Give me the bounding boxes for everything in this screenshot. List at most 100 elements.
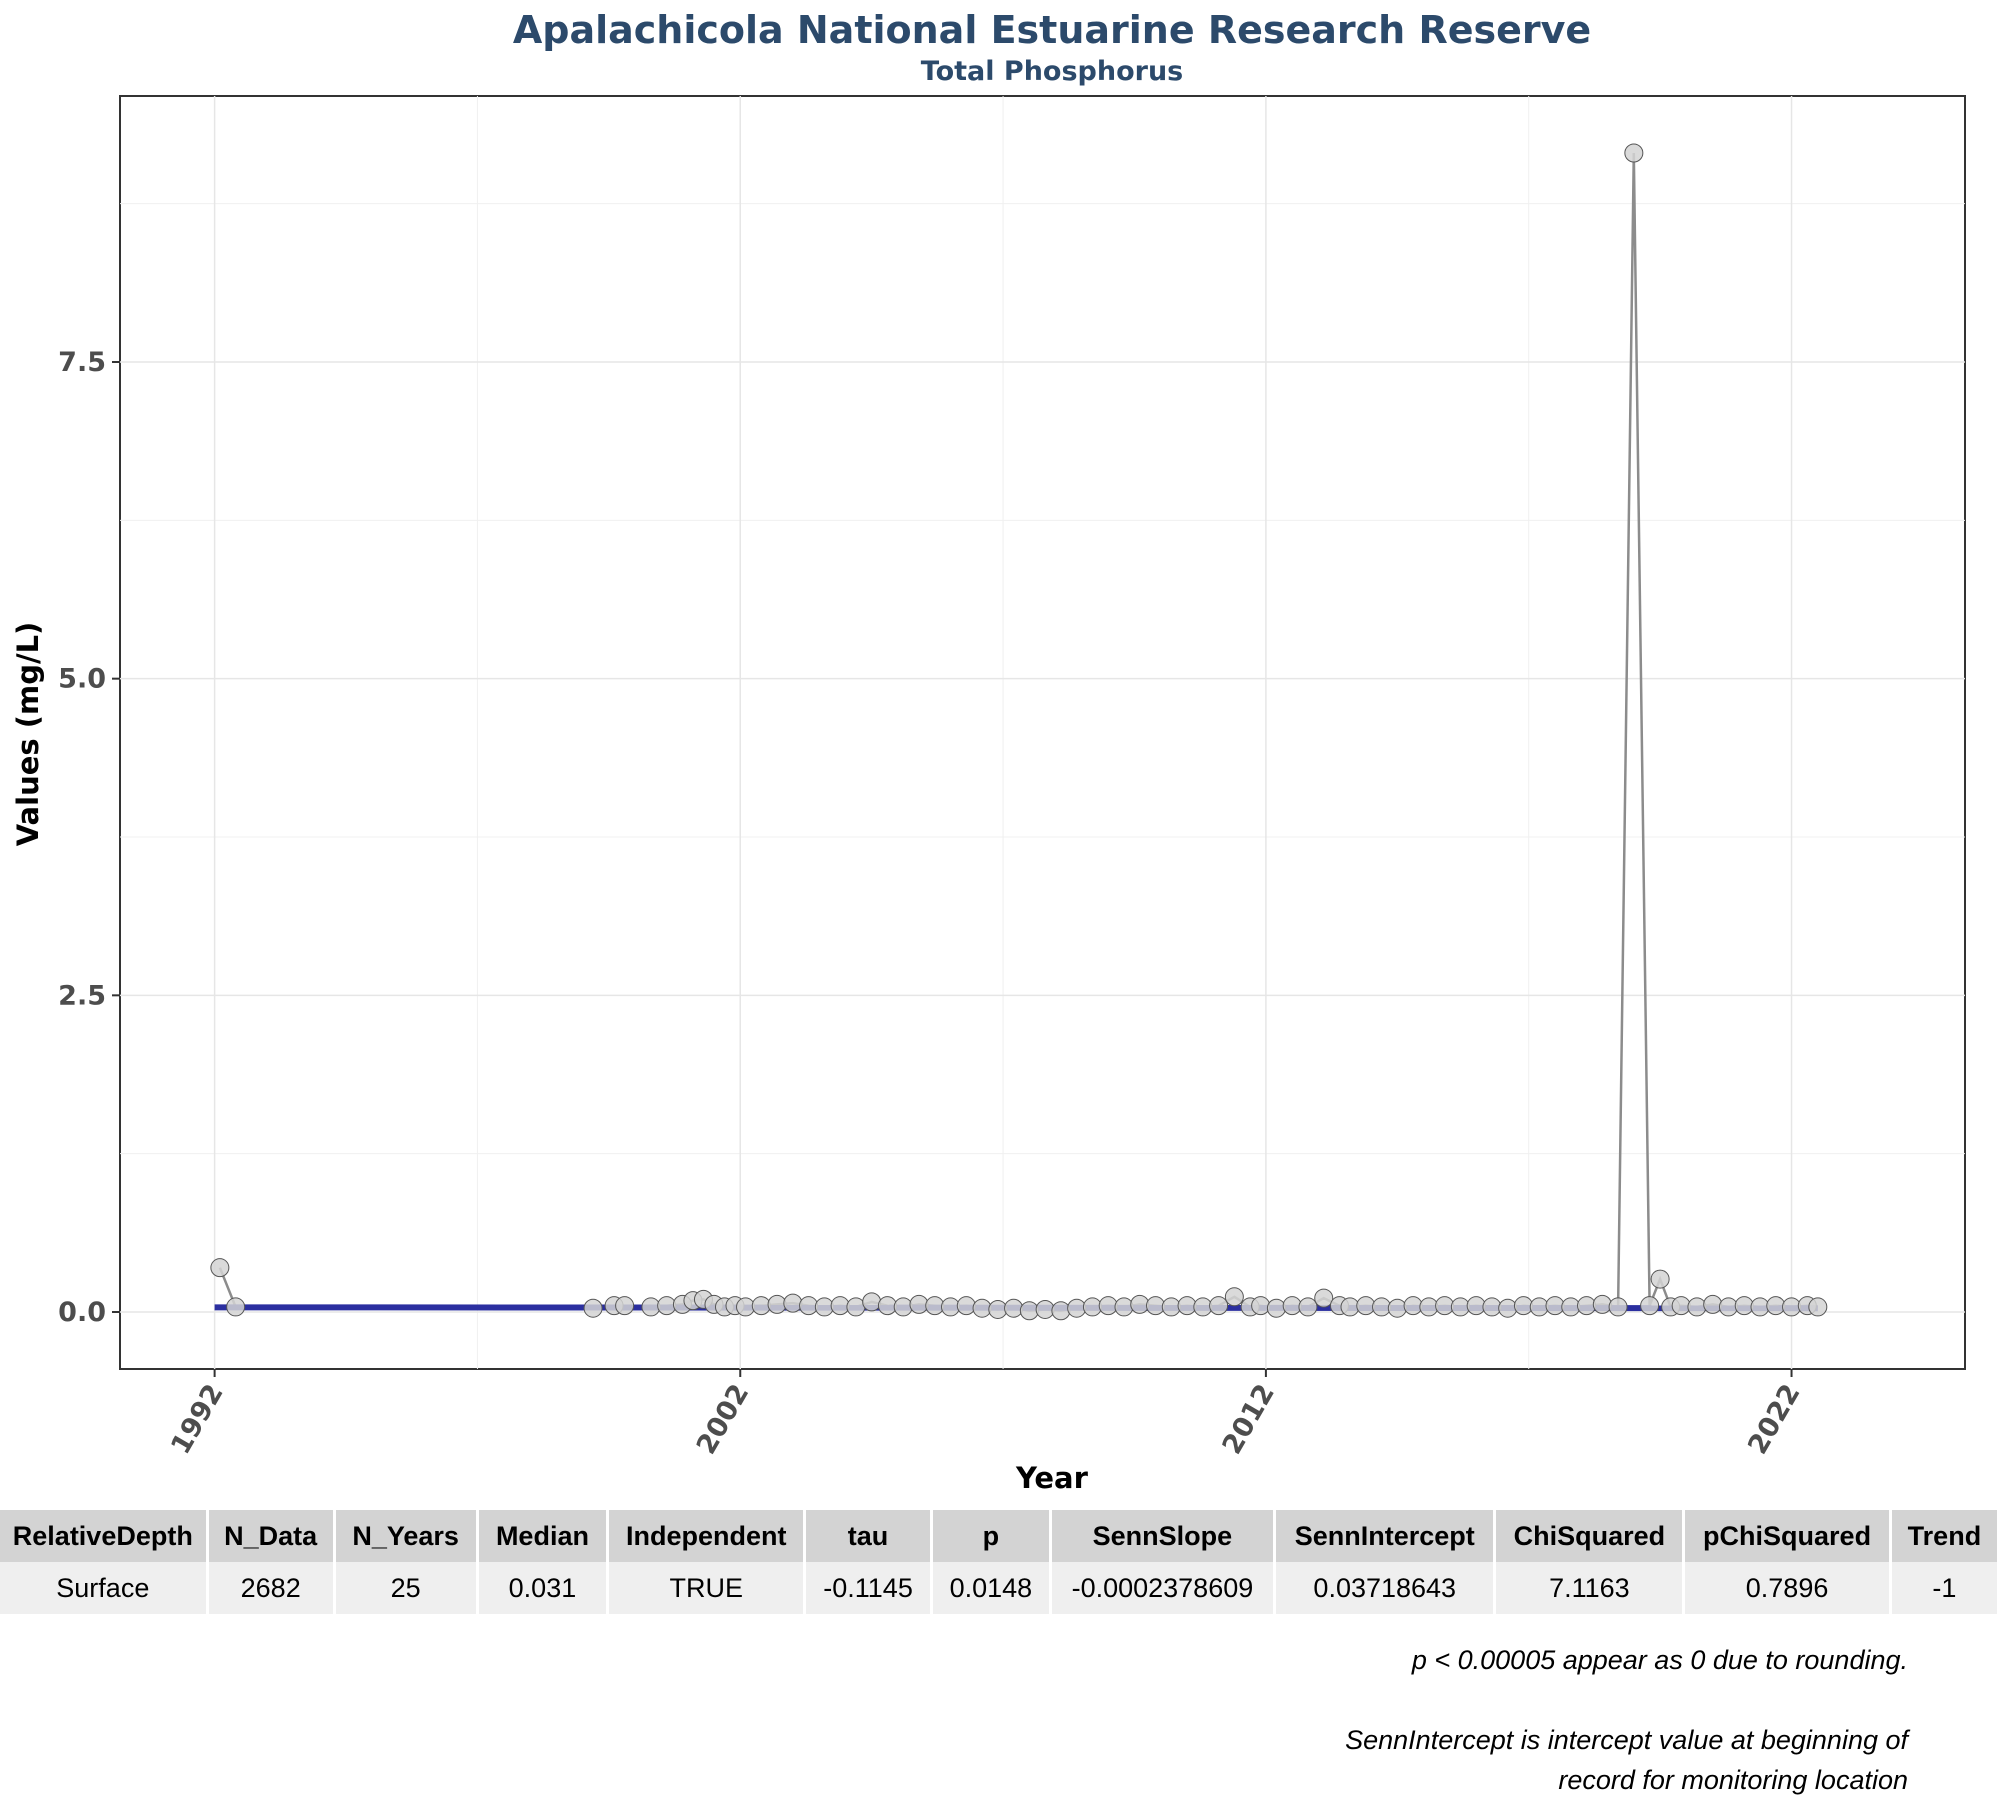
col-header: N_Years	[334, 1510, 479, 1562]
col-header: SennIntercept	[1274, 1510, 1497, 1562]
data-point	[1161, 1297, 1181, 1317]
data-point	[909, 1294, 929, 1314]
data-point	[1419, 1297, 1439, 1317]
data-point	[1372, 1297, 1392, 1317]
y-axis-title: Values (mg/L)	[11, 622, 45, 847]
y-tick-label: 7.5	[58, 347, 106, 378]
data-point	[1545, 1296, 1565, 1316]
data-point	[1766, 1296, 1786, 1316]
data-point	[736, 1297, 756, 1317]
data-point	[1387, 1298, 1407, 1318]
data-point	[1177, 1296, 1197, 1316]
col-header: tau	[804, 1510, 933, 1562]
table-row: Surface 2682 25 0.031 TRUE -0.1145 0.014…	[0, 1562, 2000, 1614]
data-point	[783, 1293, 803, 1313]
data-point	[1577, 1296, 1597, 1316]
data-point	[1282, 1296, 1302, 1316]
data-point	[767, 1294, 787, 1314]
y-tick-label: 0.0	[58, 1297, 106, 1328]
data-point	[893, 1297, 913, 1317]
data-point	[583, 1298, 603, 1318]
data-point	[925, 1296, 945, 1316]
intercept-note-line1: SennIntercept is intercept value at begi…	[1345, 1725, 1908, 1755]
data-point	[1703, 1294, 1723, 1314]
data-point	[1266, 1298, 1286, 1318]
chart-title: Apalachicola National Estuarine Research…	[513, 8, 1591, 52]
table-cell: 0.03718643	[1274, 1562, 1497, 1614]
data-point	[1035, 1299, 1055, 1319]
col-header: SennSlope	[1050, 1510, 1277, 1562]
data-point	[846, 1297, 866, 1317]
data-point	[1067, 1298, 1087, 1318]
data-point	[972, 1298, 992, 1318]
data-point	[814, 1297, 834, 1317]
y-tick-label: 2.5	[58, 980, 106, 1011]
intercept-note-line2: record for monitoring location	[1558, 1765, 1908, 1795]
col-header: Trend	[1890, 1510, 2000, 1562]
data-point	[1671, 1296, 1691, 1316]
plot-panel	[119, 95, 1966, 1370]
data-point	[1146, 1296, 1166, 1316]
x-tick-label: 2002	[691, 1379, 755, 1460]
x-tick-label: 2022	[1742, 1379, 1806, 1460]
data-point	[1782, 1297, 1802, 1317]
x-axis-title: Year	[1015, 1461, 1089, 1490]
table-cell: Surface	[0, 1562, 209, 1614]
data-point	[1340, 1297, 1360, 1317]
rounding-note: p < 0.00005 appear as 0 due to rounding.	[1411, 1645, 1908, 1675]
data-point	[1466, 1296, 1486, 1316]
table-cell: 0.7896	[1683, 1562, 1892, 1614]
data-point	[751, 1296, 771, 1316]
table-cell: 2682	[207, 1562, 336, 1614]
data-point	[1209, 1296, 1229, 1316]
data-point	[1808, 1297, 1828, 1317]
table-header-row: RelativeDepth N_Data N_Years Median Inde…	[0, 1510, 2000, 1562]
table-cell: -0.1145	[804, 1562, 933, 1614]
data-point	[1019, 1301, 1039, 1321]
data-point	[1513, 1296, 1533, 1316]
data-point	[956, 1296, 976, 1316]
data-point	[1608, 1297, 1628, 1317]
data-point	[862, 1292, 882, 1312]
table-cell: 0.031	[477, 1562, 610, 1614]
data-point	[1718, 1297, 1738, 1317]
data-point	[1624, 143, 1644, 163]
data-point	[657, 1296, 677, 1316]
data-point	[1450, 1297, 1470, 1317]
data-point	[1114, 1297, 1134, 1317]
x-tick-label: 1992	[165, 1379, 229, 1460]
data-point	[1498, 1298, 1518, 1318]
x-tick-label: 2012	[1217, 1379, 1281, 1460]
table-cell: TRUE	[607, 1562, 807, 1614]
table-cell: -1	[1890, 1562, 2000, 1614]
table-cell: 25	[334, 1562, 479, 1614]
data-point	[1130, 1294, 1150, 1314]
col-header: Median	[477, 1510, 610, 1562]
data-point	[1251, 1296, 1271, 1316]
chart: Apalachicola National Estuarine Research…	[11, 8, 1966, 1490]
data-point	[1529, 1297, 1549, 1317]
stats-table: RelativeDepth N_Data N_Years Median Inde…	[0, 1510, 2000, 1614]
data-point	[1403, 1296, 1423, 1316]
data-point	[877, 1296, 897, 1316]
data-point	[988, 1299, 1008, 1319]
data-point	[1561, 1297, 1581, 1317]
data-point	[1082, 1297, 1102, 1317]
col-header: ChiSquared	[1494, 1510, 1686, 1562]
data-point	[1224, 1287, 1244, 1307]
data-point	[1004, 1298, 1024, 1318]
data-point	[1314, 1288, 1334, 1308]
table-cell: -0.0002378609	[1050, 1562, 1277, 1614]
col-header: p	[931, 1510, 1052, 1562]
table-cell: 7.1163	[1494, 1562, 1686, 1614]
data-point	[641, 1297, 661, 1317]
y-tick-label: 5.0	[58, 664, 106, 695]
data-point	[1734, 1296, 1754, 1316]
col-header: RelativeDepth	[0, 1510, 209, 1562]
data-point	[615, 1296, 635, 1316]
data-point	[210, 1258, 230, 1278]
data-point	[1650, 1269, 1670, 1289]
points	[210, 143, 1828, 1321]
table-cell: 0.0148	[931, 1562, 1052, 1614]
data-point	[1592, 1294, 1612, 1314]
